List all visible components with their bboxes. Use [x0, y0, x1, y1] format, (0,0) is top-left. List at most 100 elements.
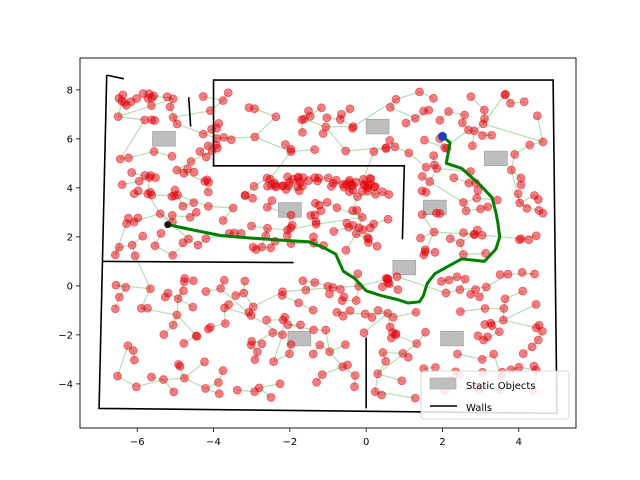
tree-node	[285, 349, 294, 359]
tree-node	[401, 118, 411, 128]
y-tick-label: 0	[67, 281, 73, 292]
tree-node	[477, 230, 487, 240]
tree-edge	[117, 98, 174, 118]
tree-node	[383, 214, 393, 224]
tree-node	[180, 273, 190, 283]
tree-node	[143, 94, 153, 103]
y-tick-label: −4	[58, 379, 73, 390]
tree-node	[203, 187, 213, 197]
tree-node	[339, 292, 349, 302]
tree-node	[359, 328, 369, 338]
tree-node	[180, 373, 189, 383]
tree-node	[179, 286, 188, 296]
tree-node	[263, 181, 272, 191]
tree-node	[417, 171, 427, 181]
tree-node	[268, 328, 278, 338]
tree-nodes	[110, 87, 548, 403]
tree-node	[481, 248, 491, 258]
tree-node	[127, 168, 137, 177]
tree-node	[240, 190, 250, 200]
tree-node	[269, 357, 279, 366]
tree-node	[219, 132, 229, 142]
tree-node	[483, 202, 493, 212]
tree-node	[425, 177, 435, 186]
static-objects	[152, 118, 508, 347]
tree-node	[388, 312, 398, 322]
wall-segment	[98, 75, 558, 415]
tree-edge	[273, 334, 284, 362]
tree-node	[247, 336, 257, 346]
tree-node	[266, 392, 276, 402]
tree-node	[248, 193, 257, 203]
tree-node	[218, 216, 228, 225]
tree-node	[350, 382, 359, 392]
tree-node	[351, 229, 361, 239]
tree-node	[532, 111, 542, 121]
y-tick-label: −2	[58, 330, 73, 341]
tree-node	[150, 116, 160, 125]
tree-node	[338, 311, 348, 321]
tree-node	[410, 113, 420, 123]
tree-node	[514, 235, 524, 245]
legend: Static Objects Walls	[420, 370, 570, 420]
x-tick-label: −4	[206, 437, 221, 448]
tree-node	[110, 304, 120, 314]
tree-node	[460, 110, 470, 120]
tree-node	[531, 231, 541, 241]
tree-node	[278, 315, 288, 325]
tree-node	[160, 292, 170, 302]
tree-node	[145, 284, 155, 294]
tree-node	[323, 173, 333, 183]
tree-node	[436, 276, 446, 286]
tree-node	[510, 150, 520, 159]
walls	[98, 74, 558, 415]
tree-node	[240, 276, 250, 286]
tree-node	[345, 306, 355, 316]
tree-node	[533, 195, 543, 204]
tree-node	[352, 205, 362, 215]
tree-node	[110, 250, 120, 260]
legend-static-objects-label: Static Objects	[466, 381, 536, 392]
tree-node	[357, 212, 367, 222]
tree-node	[353, 192, 362, 202]
tree-node	[251, 245, 261, 254]
legend-box	[420, 370, 570, 420]
tree-node	[262, 202, 272, 212]
tree-node	[500, 294, 510, 304]
tree-node	[530, 269, 539, 279]
tree-node	[326, 182, 336, 191]
tree-node	[286, 210, 296, 220]
tree-node	[159, 375, 168, 384]
tree-node	[114, 242, 124, 252]
tree-node	[185, 212, 195, 222]
tree-node	[278, 330, 287, 340]
path-line	[167, 135, 502, 305]
path-endpoints	[164, 131, 447, 229]
x-tick-label: 2	[439, 437, 445, 448]
tree-node	[472, 193, 482, 203]
tree-node	[321, 325, 331, 335]
legend-static-objects-swatch	[429, 377, 457, 390]
tree-node	[200, 357, 209, 367]
tree-node	[133, 186, 143, 196]
tree-node	[203, 324, 213, 334]
y-tick-label: 8	[67, 85, 73, 96]
tree-node	[117, 180, 127, 190]
tree-node	[213, 378, 223, 387]
tree-node	[500, 90, 510, 100]
x-tick-label: −2	[282, 437, 297, 448]
tree-node	[168, 113, 178, 122]
tree-node	[178, 238, 188, 248]
tree-node	[179, 339, 189, 348]
tree-node	[480, 114, 489, 124]
tree-node	[420, 135, 429, 145]
tree-node	[253, 347, 262, 357]
tree-node	[322, 113, 332, 123]
tree-node	[270, 181, 280, 190]
tree-node	[315, 340, 325, 350]
tree-node	[151, 173, 160, 182]
tree-node	[419, 106, 428, 116]
tree-edge	[390, 106, 416, 119]
tree-node	[193, 240, 203, 250]
